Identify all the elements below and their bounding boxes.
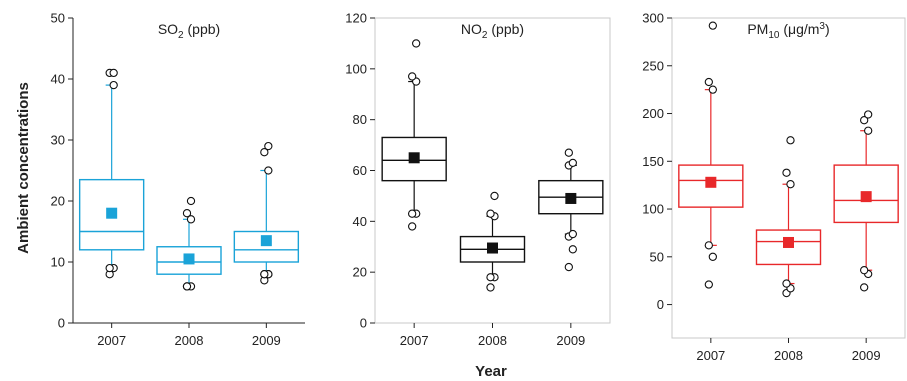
outlier-point bbox=[565, 263, 572, 270]
outlier-point bbox=[569, 246, 576, 253]
outlier-point bbox=[487, 210, 494, 217]
y-tick-label: 30 bbox=[51, 133, 65, 148]
mean-marker bbox=[261, 235, 272, 246]
y-tick-label: 40 bbox=[51, 72, 65, 87]
y-tick-label: 80 bbox=[353, 112, 367, 127]
y-tick-label: 200 bbox=[642, 106, 664, 121]
mean-marker bbox=[783, 237, 794, 248]
outlier-point bbox=[265, 167, 272, 174]
x-tick-label: 2007 bbox=[400, 333, 429, 348]
outlier-point bbox=[261, 271, 268, 278]
mean-marker bbox=[409, 152, 420, 163]
y-tick-label: 100 bbox=[345, 61, 367, 76]
outlier-point bbox=[787, 181, 794, 188]
outlier-point bbox=[110, 69, 117, 76]
outlier-point bbox=[265, 143, 272, 150]
outlier-point bbox=[569, 159, 576, 166]
panel-title: SO2 (ppb) bbox=[158, 21, 220, 41]
outlier-point bbox=[861, 284, 868, 291]
outlier-point bbox=[413, 40, 420, 47]
x-tick-label: 2009 bbox=[556, 333, 585, 348]
y-tick-label: 100 bbox=[642, 202, 664, 217]
x-tick-label: 2008 bbox=[175, 333, 204, 348]
x-axis-title: Year bbox=[475, 363, 507, 380]
y-tick-label: 50 bbox=[650, 249, 664, 264]
y-tick-label: 20 bbox=[353, 265, 367, 280]
x-tick-label: 2008 bbox=[478, 333, 507, 348]
mean-marker bbox=[106, 208, 117, 219]
y-tick-label: 250 bbox=[642, 58, 664, 73]
x-tick-label: 2007 bbox=[696, 348, 725, 363]
y-tick-label: 40 bbox=[353, 214, 367, 229]
y-tick-label: 0 bbox=[360, 316, 367, 331]
box-2007 bbox=[80, 69, 144, 278]
y-tick-label: 20 bbox=[51, 194, 65, 209]
outlier-point bbox=[783, 280, 790, 287]
outlier-point bbox=[705, 281, 712, 288]
y-axis-title: Ambient concentrations bbox=[15, 82, 32, 254]
mean-marker bbox=[487, 243, 498, 254]
y-tick-label: 0 bbox=[657, 297, 664, 312]
outlier-point bbox=[409, 210, 416, 217]
mean-marker bbox=[565, 193, 576, 204]
outlier-point bbox=[409, 223, 416, 230]
mean-marker bbox=[861, 191, 872, 202]
y-tick-label: 10 bbox=[51, 255, 65, 270]
outlier-point bbox=[183, 283, 190, 290]
outlier-point bbox=[709, 86, 716, 93]
outlier-point bbox=[705, 242, 712, 249]
outlier-point bbox=[705, 78, 712, 85]
outlier-point bbox=[183, 210, 190, 217]
y-tick-label: 300 bbox=[642, 11, 664, 26]
panel-0: 0 10 20 30 40 50 2007 2008 2009 SO2 (ppb) bbox=[51, 11, 305, 349]
y-tick-label: 50 bbox=[51, 11, 65, 26]
x-tick-label: 2009 bbox=[852, 348, 881, 363]
y-tick-label: 120 bbox=[345, 11, 367, 26]
outlier-point bbox=[569, 230, 576, 237]
outlier-point bbox=[709, 253, 716, 260]
box-2009 bbox=[234, 143, 298, 284]
x-tick-label: 2008 bbox=[774, 348, 803, 363]
outlier-point bbox=[491, 192, 498, 199]
x-tick-label: 2009 bbox=[252, 333, 281, 348]
mean-marker bbox=[705, 177, 716, 188]
outlier-point bbox=[787, 137, 794, 144]
outlier-point bbox=[487, 274, 494, 281]
outlier-point bbox=[487, 284, 494, 291]
y-tick-label: 0 bbox=[58, 316, 65, 331]
outlier-point bbox=[409, 73, 416, 80]
x-tick-label: 2007 bbox=[97, 333, 126, 348]
y-tick-label: 150 bbox=[642, 154, 664, 169]
outlier-point bbox=[783, 169, 790, 176]
outlier-point bbox=[565, 149, 572, 156]
y-tick-label: 60 bbox=[353, 163, 367, 178]
outlier-point bbox=[110, 82, 117, 89]
outlier-point bbox=[865, 127, 872, 134]
outlier-point bbox=[861, 267, 868, 274]
outlier-point bbox=[709, 22, 716, 29]
outlier-point bbox=[106, 265, 113, 272]
outlier-point bbox=[187, 197, 194, 204]
panels: 0 10 20 30 40 50 2007 2008 2009 SO2 (ppb) 0 20 40 60 8… bbox=[51, 11, 905, 364]
mean-marker bbox=[184, 253, 195, 264]
box-2008 bbox=[157, 197, 221, 290]
outlier-point bbox=[865, 111, 872, 118]
